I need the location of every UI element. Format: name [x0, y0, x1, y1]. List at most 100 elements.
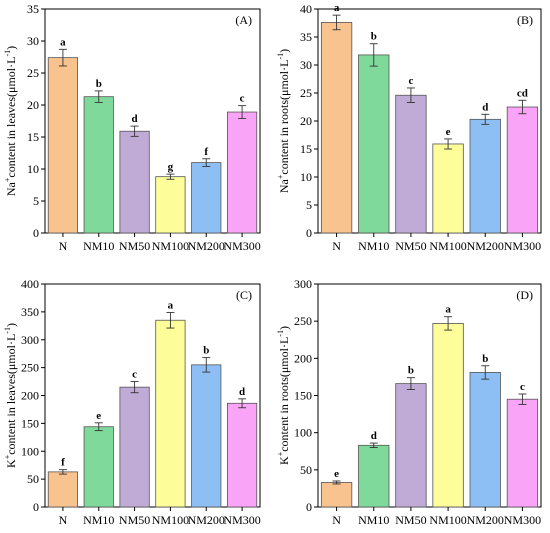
x-tick-label: NM50	[395, 239, 426, 253]
significance-letter: d	[371, 430, 377, 442]
bar-NM100	[432, 322, 464, 508]
significance-letter: f	[61, 457, 65, 469]
bar-N	[320, 482, 353, 508]
significance-letter: e	[96, 410, 101, 422]
y-axis-title-superscript: -1	[3, 50, 12, 57]
bar-NM10	[83, 426, 114, 508]
panel-label: (D)	[516, 288, 533, 302]
y-axis-title: Na+content in leaves(μmol·L-1)	[3, 46, 18, 196]
chart-panel-1: 0 5 10 15 20 25 30 35 a Nb NM10 d NM50 g NM100 f NM200 c N…	[3, 2, 261, 253]
y-tick-label: 250	[21, 361, 39, 375]
y-axis-title-superscript: +	[3, 454, 12, 459]
bar-NM50	[395, 94, 427, 234]
x-tick-label: NM100	[429, 513, 466, 527]
significance-letter: a	[168, 299, 174, 311]
y-axis-title-part: )	[4, 46, 18, 50]
y-axis-title-part: content in leaves(μmol·L	[4, 57, 18, 178]
plot-frame	[44, 8, 261, 234]
panel-label: (B)	[517, 13, 533, 27]
y-tick-label: 30	[27, 34, 39, 48]
y-tick-label: 0	[306, 226, 312, 240]
y-tick-label: 300	[294, 277, 312, 291]
significance-letter: d	[482, 101, 488, 113]
bar-NM300	[506, 398, 539, 508]
chart-panel-2: 0 5 10 15 20 25 30 35 40 a Nb NM10 c NM50 e NM100 d NM200…	[276, 2, 542, 253]
significance-letter: c	[408, 75, 413, 87]
y-axis-title-superscript: -1	[276, 330, 285, 337]
significance-letter: c	[520, 381, 525, 393]
x-tick-label: N	[59, 513, 68, 527]
y-tick-label: 300	[21, 333, 39, 347]
y-tick-label: 350	[21, 305, 39, 319]
chart-panel-4: 0 50 100 150 200 250 300 e Nd NM10 b NM50 a NM100 b NM2…	[276, 277, 542, 527]
x-tick-label: NM200	[188, 513, 225, 527]
significance-letter: c	[240, 93, 245, 105]
y-tick-label: 0	[306, 500, 312, 514]
bar-NM100	[155, 176, 186, 234]
y-tick-label: 20	[27, 98, 39, 112]
y-axis-title-part: K	[277, 456, 291, 465]
bar-NM300	[506, 106, 539, 234]
y-tick-label: 400	[21, 277, 39, 291]
bar-NM100	[432, 143, 464, 234]
x-tick-label: NM10	[358, 513, 389, 527]
bar-NM50	[395, 383, 427, 508]
y-axis-title: K+content in roots(μmol·L-1)	[276, 326, 291, 465]
y-tick-label: 35	[27, 2, 39, 16]
bar-N	[47, 471, 79, 508]
y-axis-title-part: )	[277, 49, 291, 53]
bar-N	[320, 22, 353, 234]
bar-NM50	[119, 130, 150, 234]
bar-NM200	[469, 118, 501, 234]
y-axis-title-superscript: +	[276, 451, 285, 456]
bar-NM300	[226, 402, 258, 508]
y-tick-label: 10	[300, 170, 312, 184]
panel-label: (C)	[236, 288, 252, 302]
x-tick-label: N	[332, 513, 341, 527]
x-tick-label: NM10	[358, 239, 389, 253]
significance-letter: b	[408, 365, 414, 377]
y-tick-label: 35	[300, 30, 312, 44]
y-tick-label: 25	[300, 86, 312, 100]
y-tick-label: 40	[300, 2, 312, 16]
y-tick-label: 0	[33, 226, 39, 240]
significance-letter: e	[334, 468, 339, 480]
y-tick-label: 50	[300, 463, 312, 477]
y-axis-title: K+content in leaves(μmol·L-1)	[3, 323, 18, 468]
y-axis-title-superscript: -1	[3, 327, 12, 334]
bar-NM200	[191, 162, 222, 234]
y-axis-title-part: )	[277, 326, 291, 330]
x-tick-label: N	[332, 239, 341, 253]
y-tick-label: 100	[21, 444, 39, 458]
y-tick-label: 30	[300, 58, 312, 72]
x-tick-label: NM100	[152, 239, 189, 253]
bar-NM200	[469, 372, 501, 508]
significance-letter: cd	[517, 87, 528, 99]
chart-panel-3: 0 50 100 150 200 250 300 350 400 f Ne NM10 c NM50 a NM1…	[3, 277, 261, 527]
y-axis-title-part: Na	[4, 181, 18, 196]
significance-letter: a	[60, 36, 66, 48]
y-tick-label: 250	[294, 314, 312, 328]
y-axis-title-part: K	[4, 459, 18, 468]
x-tick-label: NM300	[504, 513, 541, 527]
y-axis-title: Na+content in roots(μmol·L-1)	[276, 49, 291, 193]
bar-NM10	[358, 54, 390, 234]
x-tick-label: NM300	[504, 239, 541, 253]
y-tick-label: 25	[27, 66, 39, 80]
bar-NM300	[226, 111, 258, 234]
x-tick-label: NM200	[467, 513, 504, 527]
y-tick-label: 5	[306, 198, 312, 212]
significance-letter: g	[168, 161, 174, 173]
bar-N	[47, 57, 79, 234]
significance-letter: a	[334, 2, 340, 14]
y-tick-label: 150	[21, 416, 39, 430]
y-tick-label: 50	[27, 472, 39, 486]
significance-letter: a	[445, 304, 451, 316]
y-tick-label: 5	[33, 194, 39, 208]
significance-letter: d	[239, 386, 245, 398]
y-tick-label: 100	[294, 426, 312, 440]
bar-NM100	[155, 319, 186, 508]
x-tick-label: N	[59, 239, 68, 253]
x-tick-label: NM50	[395, 513, 426, 527]
